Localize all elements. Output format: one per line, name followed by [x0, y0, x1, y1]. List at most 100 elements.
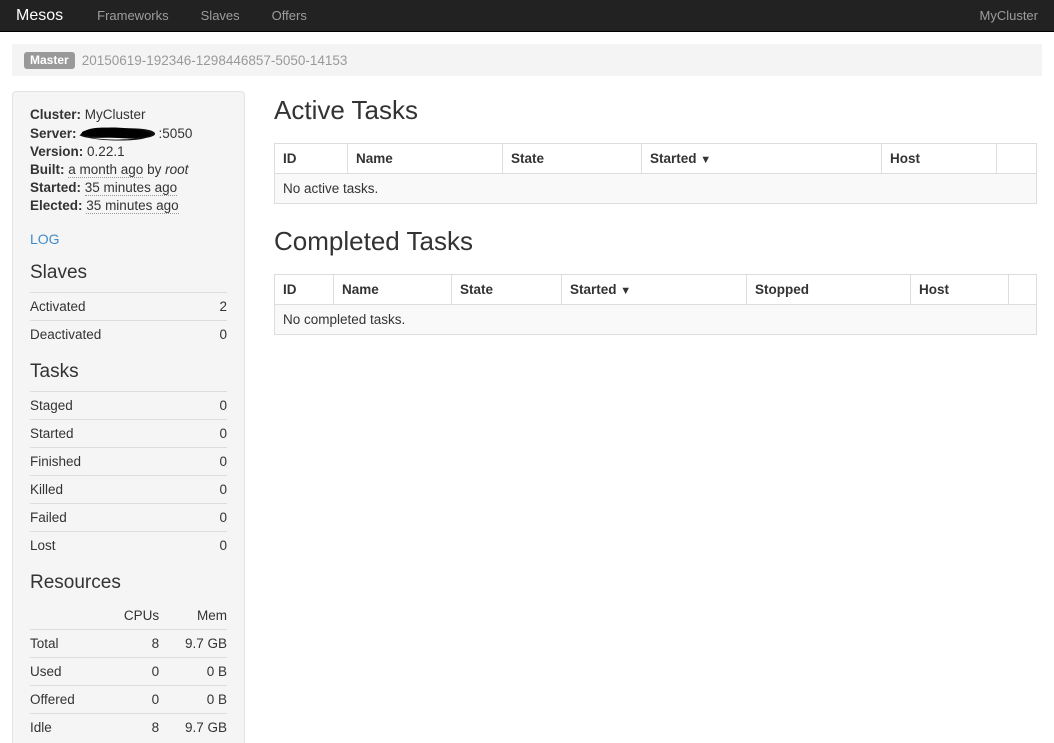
page-body: Cluster: MyCluster Server: :5050 Version:… [0, 76, 1054, 743]
meta-row-started: Started: 35 minutes ago [30, 179, 227, 197]
meta-key-version: Version: [30, 144, 84, 159]
table-row: Offered 0 0 B [30, 685, 227, 714]
meta-key-built: Built: [30, 162, 65, 177]
completed-tasks-table: ID Name State Started ▼ Stopped Host No … [274, 274, 1037, 335]
active-tasks-col-state[interactable]: State [502, 143, 642, 174]
table-row: Used 0 0 B [30, 657, 227, 686]
slaves-row-value-activated: 2 [208, 292, 227, 321]
active-tasks-col-started[interactable]: Started ▼ [641, 143, 882, 174]
resources-row-label-offered: Offered [30, 685, 103, 714]
completed-tasks-title: Completed Tasks [274, 226, 473, 256]
active-tasks-col-host[interactable]: Host [881, 143, 997, 174]
completed-tasks-col-started[interactable]: Started ▼ [561, 274, 747, 305]
resources-col-cpus: CPUs [102, 602, 160, 630]
completed-tasks-col-started-label: Started [570, 282, 617, 297]
meta-key-started: Started: [30, 180, 82, 195]
resources-row-cpus-offered: 0 [102, 685, 160, 714]
tasks-row-value-started: 0 [201, 419, 227, 448]
tasks-row-label-failed: Failed [30, 503, 202, 532]
completed-tasks-section: Completed Tasks ID Name State Started ▼ … [274, 226, 1037, 335]
active-tasks-col-id[interactable]: ID [274, 143, 348, 174]
table-row: Idle 8 9.7 GB [30, 713, 227, 741]
meta-value-server-port: :5050 [158, 126, 193, 141]
resources-row-label-used: Used [30, 657, 103, 686]
completed-tasks-col-host[interactable]: Host [910, 274, 1009, 305]
navbar-cluster-name[interactable]: MyCluster [979, 8, 1038, 23]
table-row: Activated 2 [30, 292, 227, 321]
table-row: Failed 0 [30, 503, 227, 532]
meta-value-elected[interactable]: 35 minutes ago [86, 198, 179, 214]
resources-row-cpus-idle: 8 [102, 713, 160, 741]
tasks-row-value-staged: 0 [201, 391, 227, 420]
active-tasks-col-started-label: Started [650, 151, 697, 166]
completed-tasks-empty-message: No completed tasks. [274, 304, 1037, 335]
completed-tasks-col-id[interactable]: ID [274, 274, 334, 305]
active-tasks-empty-message: No active tasks. [274, 173, 1037, 204]
slaves-heading: Slaves [30, 262, 88, 283]
meta-row-version: Version: 0.22.1 [30, 143, 227, 161]
tasks-row-value-lost: 0 [201, 531, 227, 559]
tasks-row-label-finished: Finished [30, 447, 202, 476]
meta-value-cluster: MyCluster [84, 107, 146, 122]
nav-item-slaves[interactable]: Slaves [200, 7, 240, 23]
resources-row-mem-total: 9.7 GB [159, 629, 227, 658]
redaction-scribble-icon [77, 124, 159, 141]
tasks-row-label-started: Started [30, 419, 202, 448]
tasks-row-value-failed: 0 [201, 503, 227, 532]
resources-header-row: CPUs Mem [30, 602, 227, 630]
resources-row-label-total: Total [30, 629, 103, 658]
meta-value-built-user: root [165, 162, 189, 177]
active-tasks-section: Active Tasks ID Name State Started ▼ Hos… [274, 95, 1037, 204]
nav-item-frameworks[interactable]: Frameworks [97, 7, 169, 23]
table-row: Lost 0 [30, 531, 227, 559]
completed-tasks-col-state[interactable]: State [451, 274, 562, 305]
tasks-heading: Tasks [30, 361, 79, 382]
slaves-row-label-activated: Activated [30, 292, 209, 321]
navbar-brand-mesos[interactable]: Mesos [16, 6, 64, 24]
log-link[interactable]: LOG [30, 231, 60, 247]
meta-key-elected: Elected: [30, 198, 83, 213]
meta-value-built-by: by [143, 162, 166, 177]
resources-col-blank [30, 602, 103, 630]
meta-value-version: 0.22.1 [87, 144, 125, 159]
meta-row-cluster: Cluster: MyCluster [30, 106, 227, 124]
table-row: Deactivated 0 [30, 320, 227, 348]
active-tasks-header-row: ID Name State Started ▼ Host [274, 143, 1037, 174]
table-row: Started 0 [30, 419, 227, 448]
meta-value-started[interactable]: 35 minutes ago [84, 180, 178, 196]
tasks-row-label-killed: Killed [30, 475, 202, 504]
nav-item-offers[interactable]: Offers [271, 7, 307, 23]
tasks-row-label-lost: Lost [30, 531, 202, 559]
resources-row-mem-used: 0 B [159, 657, 227, 686]
active-tasks-col-name[interactable]: Name [347, 143, 503, 174]
meta-key-cluster: Cluster: [30, 107, 82, 122]
meta-key-server: Server: [30, 126, 77, 141]
tasks-row-value-killed: 0 [201, 475, 227, 504]
completed-tasks-col-name[interactable]: Name [333, 274, 452, 305]
completed-tasks-col-stopped[interactable]: Stopped [746, 274, 911, 305]
navbar-links: Frameworks Slaves Offers [81, 0, 323, 32]
meta-row-server: Server: :5050 [30, 124, 227, 143]
master-badge: Master [24, 51, 75, 69]
master-id-text: 20150619-192346-1298446857-5050-14153 [81, 52, 348, 68]
tasks-table: Staged 0 Started 0 Finished 0 Killed 0 F… [30, 391, 227, 559]
tasks-row-value-finished: 0 [201, 447, 227, 476]
cluster-metadata-list: Cluster: MyCluster Server: :5050 Version:… [30, 106, 227, 215]
slaves-row-value-deactivated: 0 [208, 320, 227, 348]
sort-descending-caret-icon: ▼ [620, 285, 632, 297]
resources-row-cpus-used: 0 [102, 657, 160, 686]
slaves-table: Activated 2 Deactivated 0 [30, 292, 227, 348]
slaves-row-label-deactivated: Deactivated [30, 320, 209, 348]
resources-row-label-idle: Idle [30, 713, 103, 741]
active-tasks-title: Active Tasks [274, 95, 419, 125]
sort-descending-caret-icon: ▼ [700, 154, 712, 166]
masterbar: Master 20150619-192346-1298446857-5050-1… [12, 44, 1042, 76]
active-tasks-empty-row: No active tasks. [274, 173, 1037, 204]
resources-row-mem-offered: 0 B [159, 685, 227, 714]
table-row: Staged 0 [30, 391, 227, 420]
table-row: Total 8 9.7 GB [30, 629, 227, 658]
meta-value-built-time[interactable]: a month ago [68, 162, 144, 178]
resources-row-mem-idle: 9.7 GB [159, 713, 227, 741]
meta-row-built: Built: a month ago by root [30, 161, 227, 179]
completed-tasks-empty-row: No completed tasks. [274, 304, 1037, 335]
